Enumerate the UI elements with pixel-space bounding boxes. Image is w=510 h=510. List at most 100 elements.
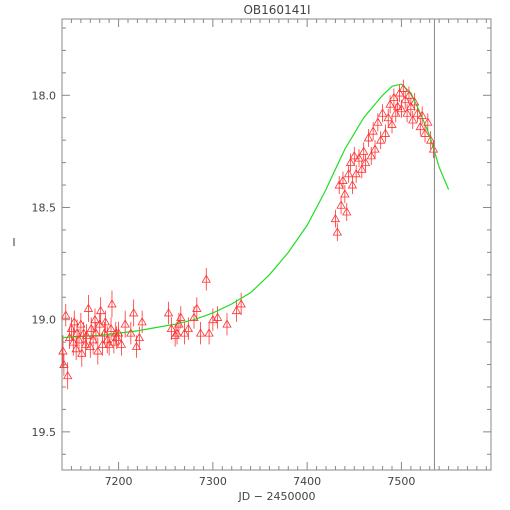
data-point [222,319,232,328]
data-point [137,317,147,326]
data-point [400,94,410,104]
data-point [195,328,206,337]
data-point [66,323,77,333]
data-point [377,108,388,117]
data-point [330,213,341,223]
data-point [363,133,374,142]
x-tick-label: 7300 [199,475,227,488]
data-point [360,157,371,167]
data-point [88,335,98,344]
data-point [336,200,346,209]
data-point [91,328,101,337]
plot-area [58,18,492,471]
data-point [428,144,439,153]
data-point [338,175,348,184]
data-point [412,108,423,117]
x-tick-label: 7400 [293,475,321,488]
data-point [385,99,395,108]
data-point [104,339,114,348]
data-point [368,126,378,135]
x-tick-label: 7200 [105,475,133,488]
data-points [58,83,439,380]
data-point [389,92,399,101]
y-tick-label: 19.0 [32,314,57,327]
data-point [170,330,180,339]
data-point [174,319,184,328]
data-point [183,323,194,333]
data-point [212,312,223,321]
data-point [406,101,416,110]
data-point [189,312,199,321]
data-point [342,207,352,216]
data-point [64,332,75,342]
data-point [380,128,391,137]
data-point [354,153,364,162]
y-tick-label: 18.0 [32,89,57,102]
data-point [409,97,420,106]
data-point [69,317,79,326]
data-point [204,328,214,337]
data-point [408,115,418,124]
data-point [423,117,433,126]
data-point [373,117,383,126]
data-point [383,112,393,122]
x-tick-label: 7500 [387,475,415,488]
data-point [179,328,190,337]
data-point [166,323,177,333]
data-point [345,157,356,167]
data-point [392,101,403,110]
data-point [231,305,242,315]
chart-title: OB160141I [243,3,310,17]
data-point [120,319,130,328]
data-point [109,337,119,346]
data-point [90,314,100,324]
data-point [417,110,427,119]
data-point [404,90,414,99]
data-point [208,314,218,324]
data-point [415,121,425,131]
data-point [396,103,407,113]
data-point [58,346,68,355]
data-point [375,135,386,144]
data-point [370,144,380,153]
data-point [334,180,344,189]
data-point [391,108,401,117]
data-point [71,344,81,353]
data-point [176,312,186,321]
data-point [72,328,82,337]
data-point [83,303,94,312]
data-point [347,180,358,189]
data-point [61,310,71,319]
data-point [97,339,108,348]
data-point [126,328,136,337]
data-point [99,328,110,337]
data-point [420,128,430,137]
data-point [86,323,96,333]
data-point [131,341,142,350]
data-point [107,299,117,308]
data-point [100,317,111,326]
data-point [357,164,367,173]
data-point [128,308,139,317]
data-point [349,151,359,160]
data-point [111,332,122,342]
data-point [113,328,124,337]
data-point [93,346,103,355]
data-point [340,189,350,198]
y-axis-label: I [12,236,15,249]
data-point [134,332,145,342]
data-point [76,319,86,328]
data-point [77,348,87,357]
y-tick-label: 19.5 [32,426,57,439]
data-point [236,299,246,308]
data-point [402,108,412,117]
data-point [351,169,361,178]
plot-frame [61,18,492,471]
y-axis: 18.0 18.5 19.0 19.5 [32,27,491,455]
data-point [398,83,409,92]
data-point [95,305,106,315]
data-point [80,339,91,348]
data-point [81,330,92,339]
data-point [74,335,84,344]
